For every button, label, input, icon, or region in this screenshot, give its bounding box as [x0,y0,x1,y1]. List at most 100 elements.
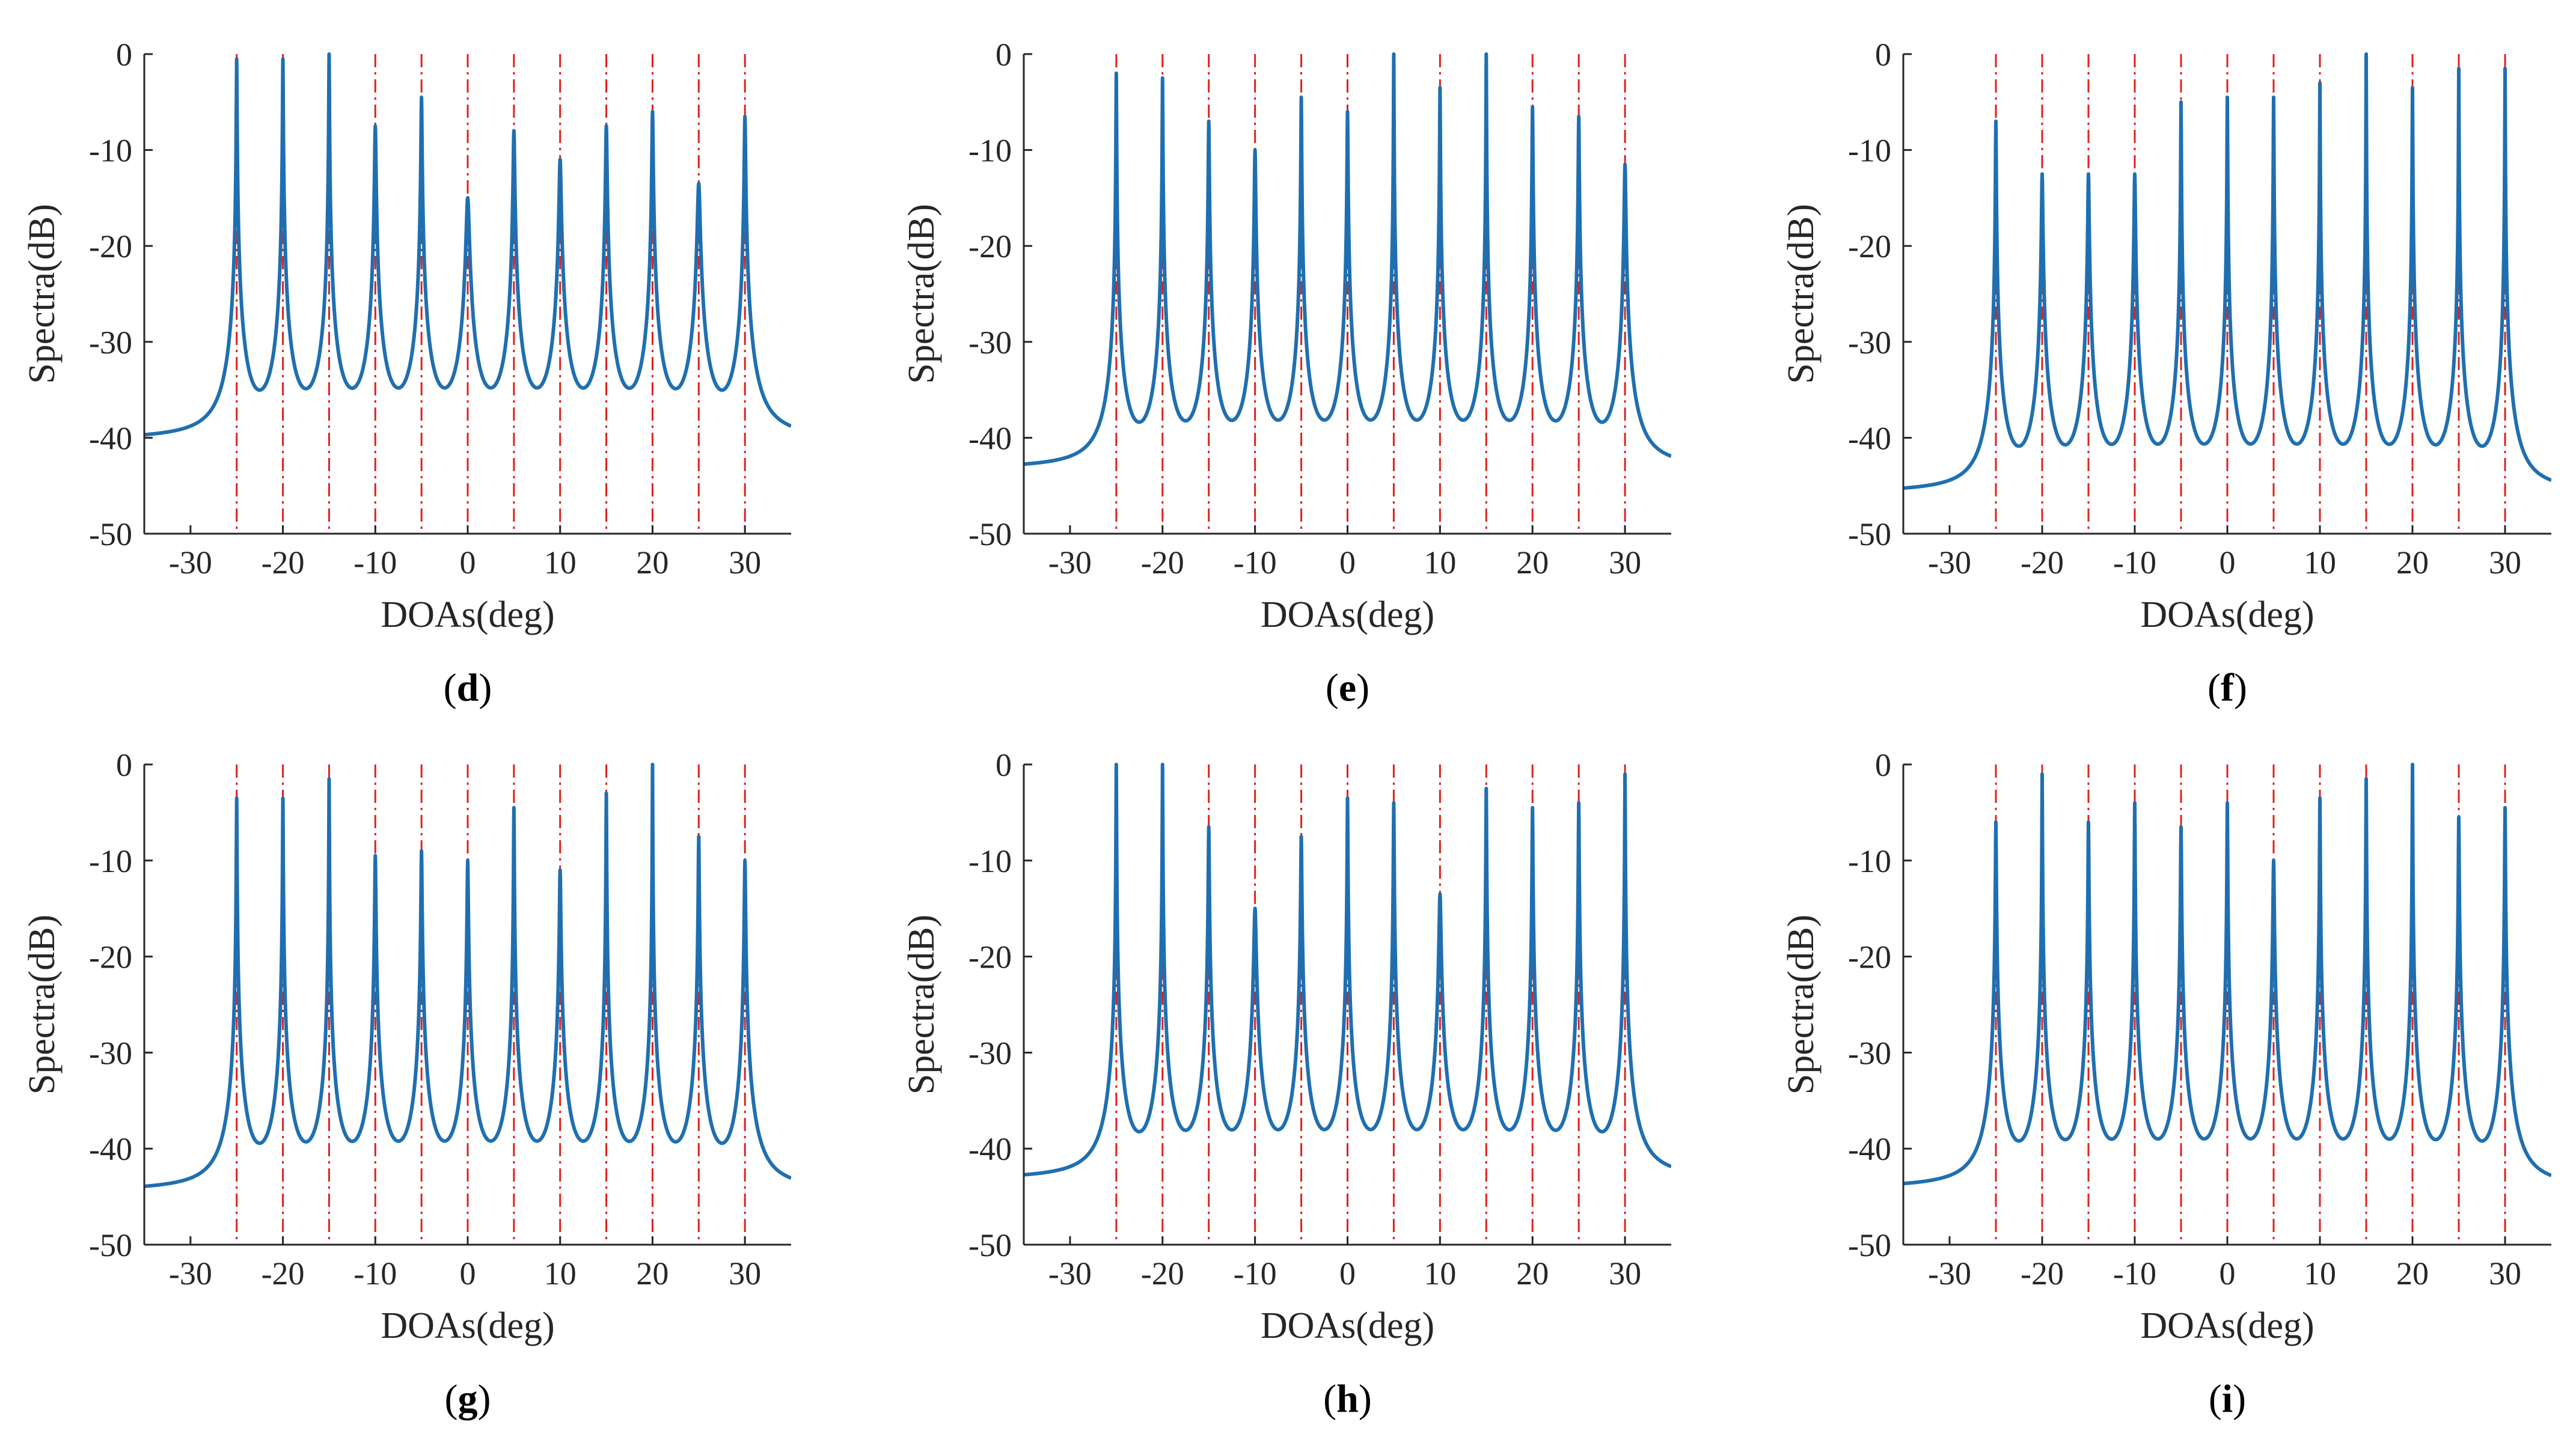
panel-label-letter: e [1339,666,1356,710]
y-tick-label: 0 [116,747,132,783]
y-tick-label: -20 [1848,939,1891,975]
x-tick-label: -20 [1141,1255,1184,1292]
y-tick-label: 0 [1875,747,1891,783]
x-tick-label: 10 [2304,1255,2336,1292]
x-axis-label: DOAs(deg) [2140,594,2314,635]
x-tick-label: 0 [2220,1255,2236,1292]
x-tick-label: 10 [544,545,577,581]
spectrum-line [144,52,791,437]
x-tick-label: 20 [2396,545,2429,581]
panel-label-open: ( [1323,1377,1336,1421]
y-tick-label: -20 [1848,228,1891,264]
x-tick-label: -20 [262,1255,305,1292]
panel-label-close: ) [478,1377,491,1421]
x-tick-label: 0 [1339,1255,1356,1292]
y-tick-label: -40 [968,1131,1012,1167]
panel-label-close: ) [1359,1377,1372,1421]
panel-label: (e) [1326,666,1369,710]
x-tick-label: -10 [1234,545,1277,581]
x-tick-label: -30 [169,545,212,581]
y-tick-label: -40 [1848,420,1891,456]
y-tick-label: -50 [1848,1227,1891,1263]
panel-label: (i) [2209,1377,2246,1421]
x-tick-label: 10 [544,1255,577,1292]
y-tick-label: -50 [1848,516,1891,552]
x-tick-label: 10 [2304,545,2336,581]
panel-label-letter: i [2222,1377,2233,1421]
x-tick-label: 0 [460,545,476,581]
panel-label-close: ) [2234,666,2247,710]
y-tick-label: -10 [968,843,1012,879]
y-tick-label: -40 [89,420,132,456]
x-tick-label: -10 [1234,1255,1277,1292]
panel-label: (d) [444,666,492,710]
panel-label-letter: g [458,1377,478,1421]
y-tick-label: 0 [116,37,132,73]
y-tick-label: -10 [968,133,1012,169]
y-tick-label: -20 [89,228,132,264]
y-tick-label: -20 [89,939,132,975]
panel-label-letter: h [1336,1377,1359,1421]
y-tick-label: -30 [968,325,1012,361]
x-axis-label: DOAs(deg) [381,1305,554,1346]
x-tick-label: -30 [1928,1255,1971,1292]
spectrum-line [1024,763,1671,1177]
panel-label-open: ( [2207,666,2221,710]
y-tick-label: -20 [968,228,1012,264]
y-tick-label: -10 [89,133,132,169]
y-axis-label: Spectra(dB) [901,204,942,384]
x-tick-label: 20 [636,545,668,581]
subplot-f: -30 -20 -10 0 10 20 30 0 -10 -20 -30 -40 -50 DOAs(deg… [1781,37,2551,710]
y-tick-label: -50 [89,516,132,552]
x-tick-label: 20 [636,1255,668,1292]
x-tick-label: 30 [1609,545,1641,581]
panel-label-open: ( [2209,1377,2222,1421]
x-tick-label: -30 [169,1255,212,1292]
x-axis-label: DOAs(deg) [1261,594,1434,635]
panel-label-close: ) [2233,1377,2246,1421]
x-axis-label: DOAs(deg) [381,594,554,635]
panel-label-letter: d [457,666,479,710]
y-tick-label: -30 [1848,325,1891,361]
x-tick-label: 20 [1516,1255,1549,1292]
x-tick-label: -10 [2113,1255,2156,1292]
subplot-h: -30 -20 -10 0 10 20 30 0 -10 -20 -30 -40 -50 DOAs(deg… [901,747,1671,1421]
subplot-d: -30 -20 -10 0 10 20 30 0 -10 -20 -30 -40 -50 DOAs(deg… [22,37,791,710]
y-axis-label: Spectra(dB) [1781,915,1822,1095]
y-axis-label: Spectra(dB) [1781,204,1822,384]
x-tick-label: 10 [1424,545,1456,581]
y-tick-label: -40 [1848,1131,1891,1167]
y-tick-label: -40 [968,420,1012,456]
panel-label: (g) [445,1377,491,1421]
y-tick-label: -50 [968,516,1012,552]
y-tick-label: -30 [968,1035,1012,1071]
y-tick-label: -50 [89,1227,132,1263]
x-tick-label: 0 [1339,545,1356,581]
x-tick-label: 30 [729,545,761,581]
y-tick-label: -10 [1848,133,1891,169]
spectrum-line [1903,763,2551,1186]
y-tick-label: 0 [996,747,1012,783]
y-tick-label: -30 [89,325,132,361]
panel-label: (h) [1323,1377,1372,1421]
y-tick-label: -50 [968,1227,1012,1263]
subplot-g: -30 -20 -10 0 10 20 30 0 -10 -20 -30 -40 -50 DOAs(deg… [22,747,791,1421]
x-tick-label: 30 [2489,1255,2521,1292]
x-tick-label: 20 [2396,1255,2429,1292]
x-axis-label: DOAs(deg) [2140,1305,2314,1346]
x-tick-label: -10 [353,545,397,581]
panel-label-open: ( [445,1377,458,1421]
x-tick-label: 20 [1516,545,1549,581]
x-tick-label: 0 [460,1255,476,1292]
x-tick-label: 0 [2220,545,2236,581]
panel-label-letter: f [2221,666,2235,710]
panel-label-open: ( [444,666,457,710]
y-tick-label: -40 [89,1131,132,1167]
y-tick-label: -20 [968,939,1012,975]
x-tick-label: -10 [2113,545,2156,581]
panel-label-open: ( [1326,666,1339,710]
y-tick-label: -10 [1848,843,1891,879]
x-tick-label: -30 [1928,545,1971,581]
y-tick-label: -10 [89,843,132,879]
